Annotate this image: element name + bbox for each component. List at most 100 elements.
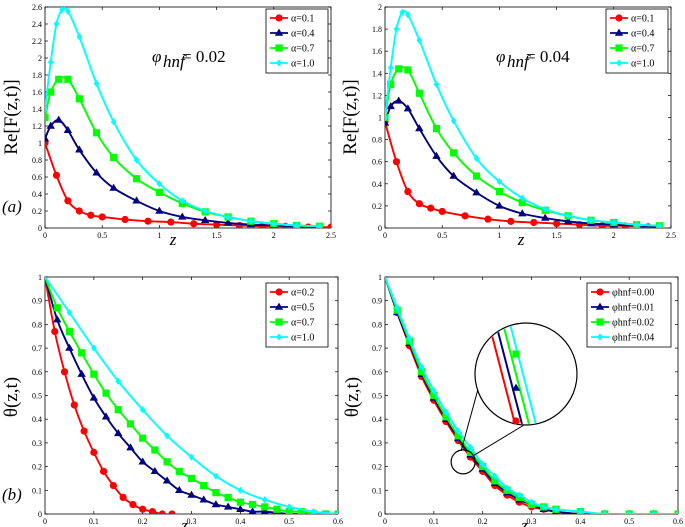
data-point xyxy=(110,118,117,126)
data-point xyxy=(199,495,208,503)
data-point xyxy=(187,474,196,483)
x-tick-label: 1 xyxy=(157,231,161,240)
data-point xyxy=(65,327,74,336)
data-point xyxy=(55,75,63,83)
legend-label: α=0.4 xyxy=(291,29,314,40)
series-3 xyxy=(45,7,323,228)
y-tick-label: 0.3 xyxy=(32,439,42,448)
data-point xyxy=(53,304,61,312)
x-tick-label: 1.5 xyxy=(552,231,562,240)
data-point xyxy=(129,500,137,509)
data-point xyxy=(403,104,413,112)
data-point xyxy=(54,115,63,123)
x-tick-label: 0 xyxy=(43,517,47,526)
x-axis-label: z xyxy=(169,230,177,249)
data-point xyxy=(64,75,72,83)
data-point xyxy=(393,25,400,33)
data-point xyxy=(119,493,127,502)
y-tick-label: 1 xyxy=(378,114,382,123)
data-point xyxy=(415,200,423,208)
x-tick-label: 0.4 xyxy=(235,517,245,526)
data-point xyxy=(236,498,244,506)
legend-marker xyxy=(274,302,284,310)
data-point xyxy=(45,105,48,113)
legend-marker xyxy=(276,333,282,341)
legend-marker xyxy=(596,318,604,326)
x-tick-label: 0 xyxy=(383,231,387,240)
data-point xyxy=(87,211,95,219)
annotation-value: = 0.02 xyxy=(182,47,226,66)
legend-label: α=1.0 xyxy=(291,59,314,70)
x-tick-label: 2 xyxy=(612,231,616,240)
data-point xyxy=(70,401,78,409)
inset-magnifier xyxy=(450,322,578,475)
data-point xyxy=(121,215,129,224)
data-point xyxy=(115,377,122,385)
data-point xyxy=(212,489,220,497)
data-point xyxy=(63,125,73,133)
data-point xyxy=(66,308,73,317)
data-point xyxy=(432,124,441,133)
data-point xyxy=(310,508,317,514)
data-point xyxy=(334,510,338,514)
x-tick-label: 0.5 xyxy=(284,517,294,526)
x-tick-label: 0.5 xyxy=(437,231,447,240)
x-tick-label: 0 xyxy=(383,517,387,526)
data-point xyxy=(495,201,504,209)
legend-label: α=0.2 xyxy=(291,288,314,299)
annotation-subscript: hnf xyxy=(507,52,531,71)
data-point xyxy=(109,183,118,191)
panel-top-right: 0 0.5 1 1.5 2 2.5 0 0.2 0.4 0.6 0.8 1 1.2 1.4 1.6 1.8 2 α… xyxy=(340,3,676,249)
data-point xyxy=(626,510,633,514)
data-point xyxy=(438,207,446,216)
data-point xyxy=(90,344,97,352)
data-point xyxy=(65,343,74,351)
panel-label: (b) xyxy=(2,485,22,504)
data-point xyxy=(454,432,462,440)
data-point xyxy=(467,444,474,452)
data-point xyxy=(90,448,98,456)
data-point xyxy=(163,458,171,466)
legend-label: α=0.5 xyxy=(291,303,314,314)
data-point xyxy=(150,466,160,475)
data-point xyxy=(126,420,135,428)
data-point xyxy=(286,503,293,511)
data-point xyxy=(65,7,71,15)
data-point xyxy=(496,177,503,186)
data-point xyxy=(273,505,281,513)
y-tick-label: 0 xyxy=(378,224,382,233)
y-tick-label: 1.4 xyxy=(32,105,42,114)
data-point xyxy=(455,427,462,435)
data-point xyxy=(53,315,62,323)
y-tick-label: 0.7 xyxy=(32,344,42,353)
data-point xyxy=(518,209,527,217)
y-tick-label: 2 xyxy=(38,54,42,63)
data-point xyxy=(53,20,60,28)
magnified-circle xyxy=(474,322,578,426)
data-point xyxy=(60,368,69,376)
data-point xyxy=(491,477,499,485)
data-point xyxy=(52,171,61,179)
data-point xyxy=(395,65,403,73)
inset-series-line xyxy=(508,324,538,424)
data-point xyxy=(151,446,159,454)
legend: α=0.2 α=0.5 α=0.7 α=1.0 xyxy=(265,282,329,348)
data-point xyxy=(327,223,331,228)
legend-label: α=0.7 xyxy=(631,44,654,55)
data-point xyxy=(178,212,187,220)
annotation-subscript: hnf xyxy=(163,52,187,71)
inset-marker xyxy=(512,417,520,425)
data-point xyxy=(387,80,395,88)
x-tick-label: 2.5 xyxy=(326,231,336,240)
data-point xyxy=(472,188,481,196)
legend-marker xyxy=(614,28,624,36)
legend-label: φhnf=0.00 xyxy=(612,288,654,299)
legend-marker xyxy=(615,44,623,52)
y-tick-label: 0.8 xyxy=(372,320,382,329)
data-point xyxy=(139,434,147,442)
data-point xyxy=(270,220,277,228)
data-point xyxy=(518,198,526,207)
y-tick-label: 0.5 xyxy=(32,392,42,401)
x-tick-label: 0.5 xyxy=(624,517,634,526)
series-line xyxy=(45,119,320,228)
